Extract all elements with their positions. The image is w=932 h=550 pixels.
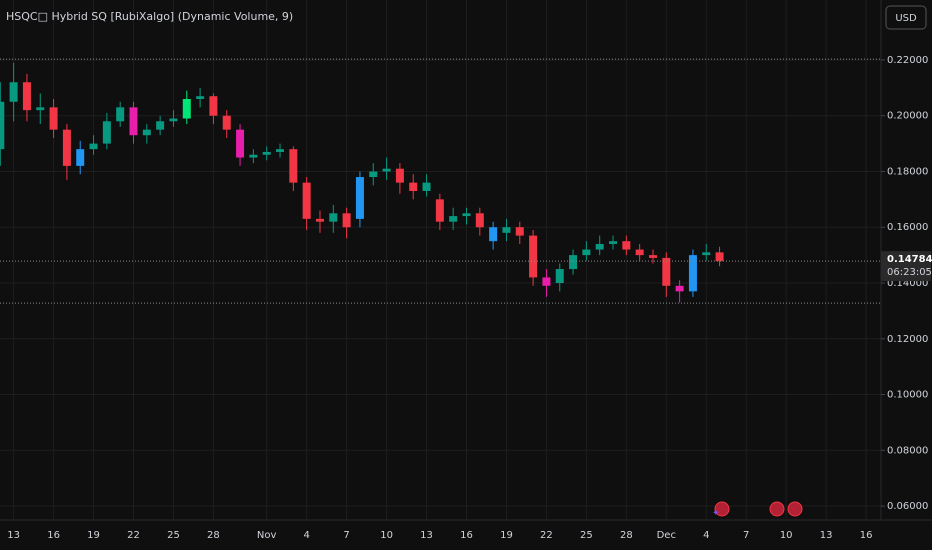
candle-body bbox=[129, 107, 138, 136]
candle-body bbox=[489, 227, 498, 242]
candle-body bbox=[635, 249, 644, 256]
candle-body bbox=[688, 255, 697, 292]
candle-body bbox=[76, 149, 85, 166]
candle-body bbox=[529, 235, 538, 278]
x-tick-label: 10 bbox=[380, 530, 393, 541]
y-tick-label: 0.16000 bbox=[887, 222, 928, 233]
candle-body bbox=[475, 213, 484, 228]
event-spark: ✦ bbox=[712, 509, 720, 519]
candle-body bbox=[249, 154, 258, 158]
candle-body bbox=[502, 227, 511, 233]
candle-body bbox=[648, 255, 657, 258]
candle-body bbox=[342, 213, 351, 228]
y-tick-label: 0.18000 bbox=[887, 166, 928, 177]
y-tick-label: 0.14000 bbox=[887, 278, 928, 289]
countdown: 06:23:05 bbox=[887, 267, 932, 278]
x-tick-label: 25 bbox=[580, 530, 593, 541]
candle-body bbox=[422, 182, 431, 191]
y-tick-label: 0.12000 bbox=[887, 334, 928, 345]
y-tick-label: 0.08000 bbox=[887, 445, 928, 456]
event-icon[interactable] bbox=[714, 501, 730, 517]
candle-body bbox=[462, 213, 471, 217]
candle-body bbox=[262, 151, 271, 155]
x-tick-label: 16 bbox=[47, 530, 60, 541]
x-tick-label: 22 bbox=[127, 530, 140, 541]
x-tick-label: 28 bbox=[207, 530, 220, 541]
candle-body bbox=[675, 285, 684, 292]
y-tick-label: 0.06000 bbox=[887, 501, 928, 512]
candle-body bbox=[449, 216, 458, 222]
candle-body bbox=[36, 107, 45, 111]
x-tick-label: 25 bbox=[167, 530, 180, 541]
candle-body bbox=[569, 255, 578, 270]
candle-body bbox=[222, 115, 231, 130]
x-tick-label: 7 bbox=[743, 530, 749, 541]
x-tick-label: 10 bbox=[780, 530, 793, 541]
x-tick-label: Nov bbox=[257, 530, 277, 541]
candle-body bbox=[329, 213, 338, 222]
candle-body bbox=[156, 121, 165, 130]
y-tick-label: 0.22000 bbox=[887, 55, 928, 66]
candle-body bbox=[662, 257, 671, 286]
candle-body bbox=[609, 241, 618, 244]
candle-body bbox=[702, 252, 711, 256]
candle-body bbox=[0, 101, 5, 150]
candle-body bbox=[49, 107, 58, 130]
candle-body bbox=[395, 168, 404, 183]
event-icon[interactable] bbox=[787, 501, 803, 517]
candle-body bbox=[355, 177, 364, 219]
candle-body bbox=[715, 252, 724, 262]
candle-body bbox=[302, 182, 311, 219]
candle-body bbox=[409, 182, 418, 191]
x-tick-label: 4 bbox=[703, 530, 709, 541]
candle-body bbox=[209, 96, 218, 116]
candle-body bbox=[435, 199, 444, 222]
candle-body bbox=[9, 82, 18, 102]
currency-label: USD bbox=[895, 13, 917, 24]
candle-body bbox=[582, 249, 591, 256]
x-tick-label: 19 bbox=[500, 530, 513, 541]
x-tick-label: Dec bbox=[657, 530, 676, 541]
x-tick-label: 13 bbox=[820, 530, 833, 541]
currency-button[interactable] bbox=[885, 5, 927, 30]
grid bbox=[0, 0, 881, 520]
candle-body bbox=[236, 129, 245, 158]
candle-body bbox=[89, 143, 98, 150]
x-tick-label: 4 bbox=[303, 530, 309, 541]
last-price-label: 0.14784 bbox=[887, 254, 932, 265]
candle-body bbox=[622, 241, 631, 250]
candle-body bbox=[382, 168, 391, 172]
candle-body bbox=[369, 171, 378, 178]
x-tick-label: 16 bbox=[860, 530, 873, 541]
candle-body bbox=[276, 149, 285, 152]
candle-body bbox=[182, 98, 191, 119]
candle-body bbox=[116, 107, 125, 122]
x-tick-label: 16 bbox=[460, 530, 473, 541]
x-tick-label: 7 bbox=[343, 530, 349, 541]
candle-body bbox=[289, 149, 298, 183]
event-icon[interactable] bbox=[769, 501, 785, 517]
candle-body bbox=[62, 129, 71, 166]
x-tick-label: 13 bbox=[7, 530, 20, 541]
candle-body bbox=[515, 227, 524, 236]
candle-body bbox=[542, 277, 551, 286]
candle-body bbox=[196, 96, 205, 99]
candle-body bbox=[102, 121, 111, 144]
y-tick-label: 0.20000 bbox=[887, 111, 928, 122]
x-tick-label: 22 bbox=[540, 530, 553, 541]
x-tick-label: 19 bbox=[87, 530, 100, 541]
event-icons: ✦ bbox=[712, 501, 803, 519]
candle-body bbox=[22, 82, 31, 111]
x-tick-label: 13 bbox=[420, 530, 433, 541]
last-price-box bbox=[881, 251, 931, 282]
candle-body bbox=[169, 118, 178, 122]
candle-body bbox=[595, 243, 604, 250]
y-tick-label: 0.10000 bbox=[887, 390, 928, 401]
candle-body bbox=[555, 269, 564, 284]
candle-body bbox=[142, 129, 151, 136]
x-tick-label: 28 bbox=[620, 530, 633, 541]
candle-body bbox=[315, 218, 324, 222]
chart-title: HSQC□ Hybrid SQ [RubiXalgo] (Dynamic Vol… bbox=[6, 10, 293, 23]
